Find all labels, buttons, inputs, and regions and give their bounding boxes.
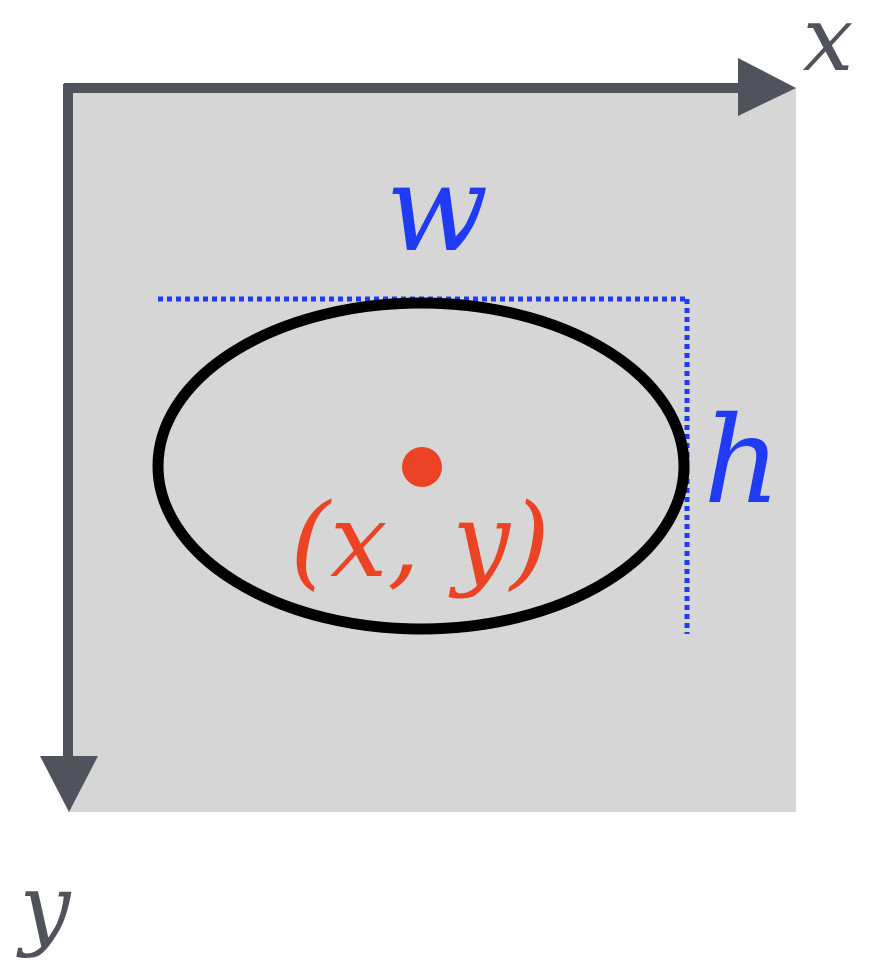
arrow-right-icon [738, 58, 796, 116]
height-label: h [703, 392, 780, 531]
dot-icon [402, 447, 442, 487]
arrow-down-icon [40, 756, 98, 812]
center-label: (x, y) [290, 482, 550, 601]
y-axis [40, 84, 98, 812]
ellipse-shape [152, 297, 690, 635]
x-axis-label: x [803, 0, 854, 92]
width-label: w [386, 140, 489, 279]
x-axis [64, 58, 796, 116]
y-axis-label: y [16, 855, 72, 960]
